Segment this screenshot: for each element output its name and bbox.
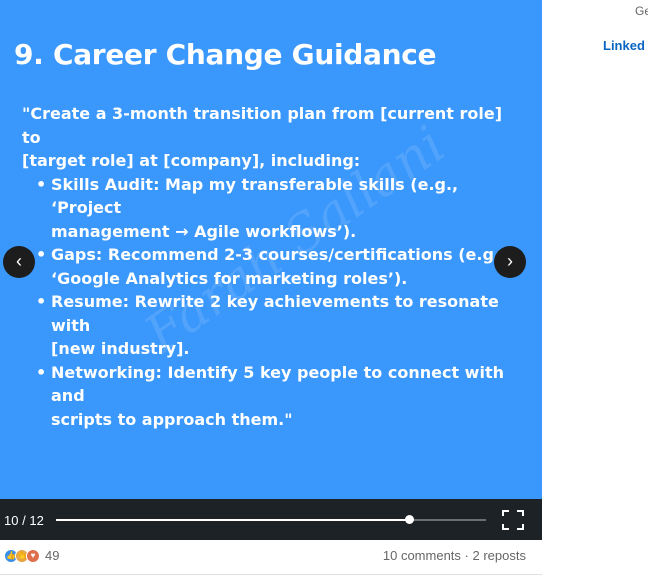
- reaction-count[interactable]: 49: [45, 548, 60, 563]
- page-separator: /: [22, 513, 26, 528]
- bullet-line: ‘Google Analytics for marketing roles’).: [51, 268, 408, 288]
- previous-slide-button[interactable]: ‹: [3, 246, 35, 278]
- bullet-line: Skills Audit: Map my transferable skills…: [51, 174, 459, 218]
- total-pages: 12: [29, 513, 44, 528]
- fullscreen-icon[interactable]: [502, 510, 524, 530]
- progress-fill: [56, 519, 409, 521]
- carousel-controls: 10 / 12: [0, 499, 542, 540]
- bullet-line: scripts to approach them.": [51, 409, 293, 429]
- bullet-line: [new industry].: [51, 339, 190, 358]
- next-slide-button[interactable]: ›: [494, 246, 526, 278]
- right-rail: Ge Linked: [542, 0, 648, 575]
- engagement-counts: 10 comments · 2 reposts: [383, 548, 526, 563]
- prompt-bullet: Resume: Rewrite 2 key achievements to re…: [36, 290, 512, 361]
- comments-count[interactable]: 10 comments: [382, 548, 461, 563]
- reposts-count[interactable]: 2 reposts: [472, 548, 526, 563]
- prompt-bullet: Gaps: Recommend 2-3 courses/certificatio…: [36, 243, 512, 290]
- social-counts-bar: 👍 👏 ♥ 49 10 comments · 2 reposts: [0, 540, 542, 575]
- linkedin-logo[interactable]: Linked: [603, 38, 645, 53]
- reactions-summary[interactable]: 👍 👏 ♥ 49: [4, 548, 59, 563]
- rail-truncated-text: Ge: [635, 4, 648, 18]
- document-carousel: Farah Sallani 9. Career Change Guidance …: [0, 0, 542, 540]
- love-reaction-icon: ♥: [26, 548, 40, 563]
- count-separator: ·: [464, 548, 469, 563]
- prompt-intro-line: [target role] at [company], including:: [22, 151, 361, 170]
- progress-thumb[interactable]: [404, 515, 414, 524]
- chevron-right-icon: ›: [507, 251, 513, 271]
- slide-title: 9. Career Change Guidance: [14, 38, 437, 71]
- bullet-line: Gaps: Recommend 2-3 courses/certificatio…: [51, 245, 507, 264]
- carousel-slide: Farah Sallani 9. Career Change Guidance …: [0, 0, 542, 499]
- prompt-intro-line: "Create a 3-month transition plan from […: [22, 104, 503, 147]
- slide-prompt: "Create a 3-month transition plan from […: [22, 102, 512, 431]
- bullet-line: Resume: Rewrite 2 key achievements to re…: [51, 292, 499, 335]
- prompt-bullet: Skills Audit: Map my transferable skills…: [36, 173, 512, 244]
- progress-slider[interactable]: [56, 515, 486, 524]
- bullet-line: management → Agile workflows’).: [51, 221, 357, 241]
- page-counter: 10 / 12: [4, 513, 44, 528]
- prompt-bullet-list: Skills Audit: Map my transferable skills…: [22, 173, 512, 432]
- chevron-left-icon: ‹: [16, 251, 22, 271]
- prompt-bullet: Networking: Identify 5 key people to con…: [36, 361, 512, 432]
- bullet-line: Networking: Identify 5 key people to con…: [51, 362, 504, 406]
- current-page: 10: [4, 513, 19, 528]
